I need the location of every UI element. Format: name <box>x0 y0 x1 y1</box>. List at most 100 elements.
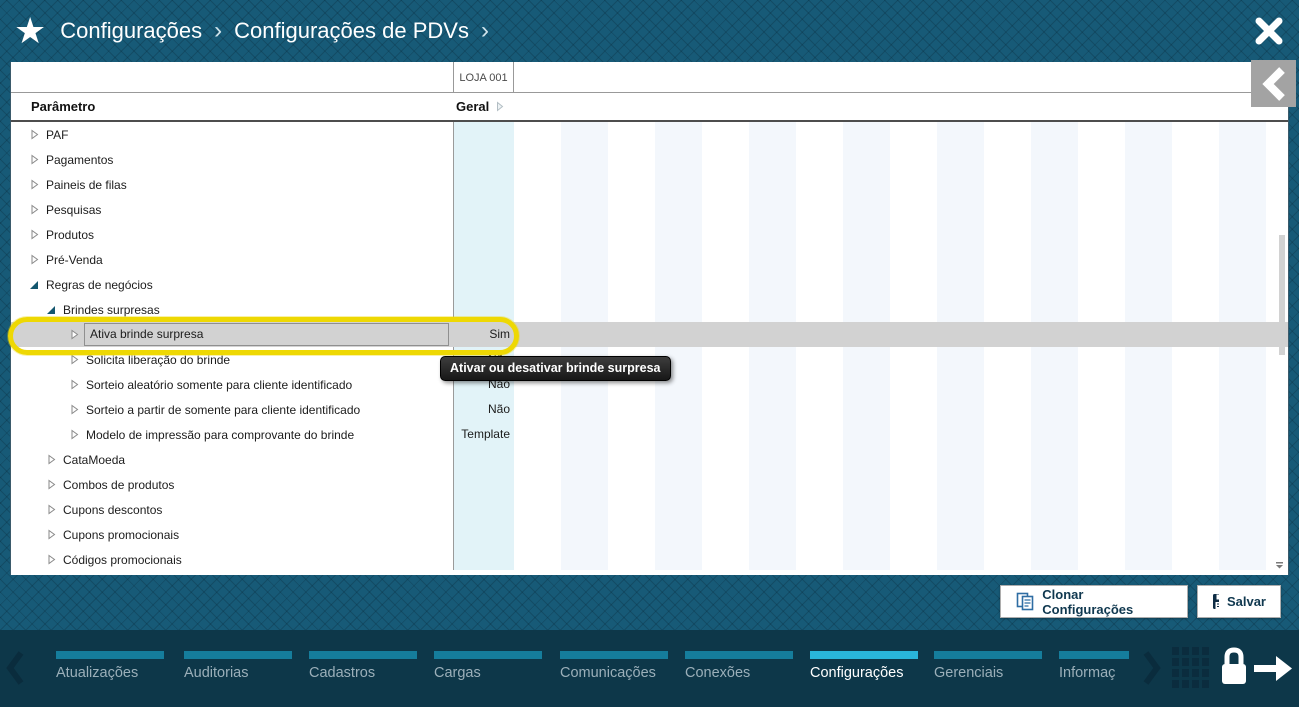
param-value-cell[interactable]: Template <box>461 427 510 441</box>
tree-row[interactable]: Paineis de filas <box>11 172 1288 197</box>
collapsed-triangle-icon <box>71 329 78 340</box>
column-header-row: Parâmetro Geral <box>11 93 1288 122</box>
tree-expander[interactable] <box>69 329 79 340</box>
tree-expander[interactable] <box>29 229 39 240</box>
tree-row[interactable]: PAF <box>11 122 1288 147</box>
action-buttons: Clonar Configurações Salvar <box>1000 585 1281 618</box>
tree-row[interactable]: Sorteio aleatório somente para cliente i… <box>11 372 1288 397</box>
lock-icon[interactable] <box>1218 645 1250 689</box>
tree-row[interactable]: Ativa brinde surpresa <box>11 322 1288 347</box>
nav-item-bar <box>184 651 292 659</box>
nav-scroll-left-icon[interactable] <box>6 650 24 686</box>
tree-row[interactable]: Combos de produtos <box>11 472 1288 497</box>
tree-row[interactable]: Solicita liberação do brinde <box>11 347 1288 372</box>
scrollbar-end-icon[interactable] <box>1275 562 1284 569</box>
tree-expander[interactable] <box>29 179 39 190</box>
tree-row[interactable]: Regras de negócios <box>11 272 1288 297</box>
tree-expander[interactable] <box>46 529 56 540</box>
group-expander-icon[interactable] <box>496 101 504 112</box>
star-icon[interactable]: ★ <box>14 10 47 51</box>
tree-expander[interactable] <box>29 129 39 140</box>
nav-item-gerenciais[interactable]: Gerenciais <box>934 651 1042 681</box>
tree-row[interactable]: Pesquisas <box>11 197 1288 222</box>
tree-expander[interactable] <box>29 254 39 265</box>
nav-item-label: Atualizações <box>56 665 139 681</box>
nav-item-atualizacoes[interactable]: Atualizações <box>56 651 164 681</box>
tooltip: Ativar ou desativar brinde surpresa <box>440 356 671 381</box>
tree-row[interactable]: Cupons descontos <box>11 497 1288 522</box>
collapsed-triangle-icon <box>31 179 38 190</box>
nav-item-auditorias[interactable]: Auditorias <box>184 651 292 681</box>
collapsed-triangle-icon <box>48 504 55 515</box>
tree-row[interactable]: Pagamentos <box>11 147 1288 172</box>
tree-expander[interactable] <box>29 204 39 215</box>
tree-row[interactable]: CataMoeda <box>11 447 1288 472</box>
param-value-cell[interactable]: Não <box>487 402 510 416</box>
tree-expander[interactable] <box>46 479 56 490</box>
nav-item-conexoes[interactable]: Conexões <box>685 651 793 681</box>
nav-item-cargas[interactable]: Cargas <box>434 651 542 681</box>
nav-scroll-right-icon[interactable] <box>1142 650 1162 686</box>
collapsed-triangle-icon <box>48 529 55 540</box>
tree-expander[interactable] <box>46 454 56 465</box>
tree-expander[interactable] <box>69 404 79 415</box>
tree-expander[interactable] <box>69 379 79 390</box>
apps-grid-icon[interactable] <box>1172 647 1210 689</box>
store-header-row: LOJA 001 <box>11 62 1288 93</box>
tree-row[interactable]: Códigos promocionais <box>11 547 1288 572</box>
param-value-cell[interactable]: Sim <box>489 327 510 341</box>
collapsed-triangle-icon <box>31 204 38 215</box>
nav-item-label: Cargas <box>434 665 481 681</box>
tree-row-label: Solicita liberação do brinde <box>86 352 231 367</box>
tree-row-label: Regras de negócios <box>46 277 153 292</box>
tree-row[interactable]: Brindes surpresas <box>11 297 1288 322</box>
collapsed-triangle-icon <box>71 429 78 440</box>
tree-row-label: Sorteio a partir de somente para cliente… <box>86 402 361 417</box>
tree-expander[interactable] <box>69 429 79 440</box>
tree-row-label: PAF <box>46 127 69 142</box>
breadcrumb-item[interactable]: Configurações <box>60 18 203 43</box>
save-button[interactable]: Salvar <box>1197 585 1281 618</box>
scrollbar-thumb[interactable] <box>1279 235 1285 355</box>
tree-expander[interactable] <box>29 154 39 165</box>
collapsed-triangle-icon <box>48 479 55 490</box>
nav-item-bar <box>309 651 417 659</box>
tree-expander[interactable] <box>29 280 39 290</box>
nav-item-label: Informaç <box>1059 665 1116 681</box>
next-arrow-icon[interactable] <box>1252 652 1294 684</box>
tree-row[interactable]: Sorteio a partir de somente para cliente… <box>11 397 1288 422</box>
tree-row[interactable]: Cupons promocionais <box>11 522 1288 547</box>
tree-expander[interactable] <box>69 354 79 365</box>
tree-expander[interactable] <box>46 305 56 315</box>
breadcrumb-item[interactable]: Configurações de PDVs <box>234 18 469 43</box>
tree-row[interactable]: Modelo de impressão para comprovante do … <box>11 422 1288 447</box>
nav-item-bar <box>1059 651 1129 659</box>
tree-row[interactable]: Produtos <box>11 222 1288 247</box>
nav-item-label: Conexões <box>685 665 751 681</box>
close-icon[interactable] <box>1254 16 1284 46</box>
store-column-header[interactable]: LOJA 001 <box>453 62 514 93</box>
tree-expander[interactable] <box>46 504 56 515</box>
collapse-panel-button[interactable] <box>1251 60 1296 107</box>
tree-row[interactable]: Pré-Venda <box>11 247 1288 272</box>
collapsed-triangle-icon <box>48 454 55 465</box>
nav-item-label: Cadastros <box>309 665 376 681</box>
nav-item-configuracoes[interactable]: Configurações <box>810 651 918 681</box>
nav-item-bar <box>810 651 918 659</box>
nav-item-label: Comunicações <box>560 665 656 681</box>
parameter-tree: PAF Pagamentos Paineis de filas Pesquisa… <box>11 122 1288 572</box>
clone-config-button[interactable]: Clonar Configurações <box>1000 585 1188 618</box>
group-column-header[interactable]: Geral <box>456 99 504 114</box>
nav-item-comunicacoes[interactable]: Comunicações <box>560 651 668 681</box>
collapsed-triangle-icon <box>48 554 55 565</box>
grid-body: PAF Pagamentos Paineis de filas Pesquisa… <box>11 122 1288 573</box>
chevron-left-icon <box>1261 66 1285 101</box>
nav-item-bar <box>434 651 542 659</box>
nav-item-informacoes[interactable]: Informaç <box>1059 651 1131 681</box>
tree-expander[interactable] <box>46 554 56 565</box>
nav-item-bar <box>934 651 1042 659</box>
tree-row-label: Pesquisas <box>46 202 102 217</box>
nav-item-cadastros[interactable]: Cadastros <box>309 651 417 681</box>
breadcrumb-separator: › <box>214 17 223 44</box>
